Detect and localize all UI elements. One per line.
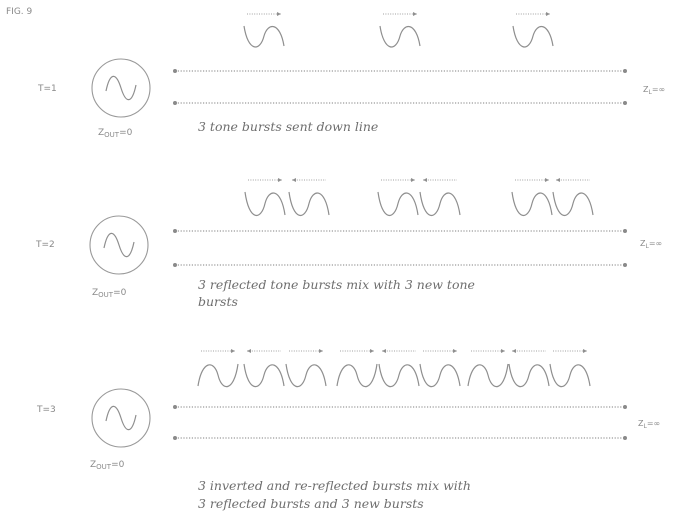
terminal-dot — [173, 436, 177, 440]
arrow-left-icon — [292, 178, 296, 182]
tone-burst-reflected — [378, 349, 420, 387]
source-circle-icon — [89, 215, 149, 275]
arrow-left-icon — [556, 178, 560, 182]
terminal-dot — [623, 405, 627, 409]
terminal-dot — [623, 101, 627, 105]
load-impedance-t3: ZL=∞ — [638, 419, 660, 430]
caption-t3: 3 inverted and re-reflected bursts mix w… — [198, 478, 471, 511]
burst-wave-icon — [552, 191, 594, 216]
tone-bursts-t1 — [243, 12, 554, 48]
burst-wave-icon — [511, 191, 553, 216]
arrow-right-icon — [370, 349, 374, 353]
arrow-right-icon — [545, 178, 549, 182]
terminal-dot — [623, 263, 627, 267]
arrow-right-icon — [501, 349, 505, 353]
tone-burst-reflected — [243, 349, 285, 387]
row-t2: T=2 ZOUT=0 ZL=∞ 3 reflected tone bursts … — [35, 178, 662, 309]
burst-wave-icon — [549, 363, 591, 387]
tone-burst-reflected — [419, 178, 461, 216]
burst-wave-icon — [288, 191, 330, 216]
transmission-line-t1 — [173, 69, 627, 105]
terminal-dot — [173, 263, 177, 267]
arrow-left-icon — [382, 349, 386, 353]
tone-burst-forward — [243, 12, 285, 48]
tone-burst-forward — [379, 12, 421, 48]
row-t1: T=1 ZOUT=0 ZL=∞ 3 tone bursts sent down … — [37, 12, 665, 139]
burst-wave-icon — [508, 363, 550, 387]
arrow-right-icon — [411, 178, 415, 182]
burst-wave-icon — [419, 191, 461, 216]
burst-wave-icon — [378, 363, 420, 387]
arrow-left-icon — [512, 349, 516, 353]
burst-wave-icon — [244, 191, 286, 216]
tone-burst-forward — [377, 178, 419, 216]
terminal-dot — [173, 101, 177, 105]
source-impedance-t3: ZOUT=0 — [90, 460, 125, 471]
caption-t1: 3 tone bursts sent down line — [198, 119, 378, 134]
arrow-right-icon — [231, 349, 235, 353]
signal-source-t1 — [91, 58, 151, 118]
tone-burst-forward — [419, 349, 461, 387]
time-label-t1: T=1 — [37, 84, 57, 94]
burst-wave-icon — [243, 363, 285, 387]
source-impedance-t2: ZOUT=0 — [92, 288, 127, 299]
transmission-line-t3 — [173, 405, 627, 440]
time-label-t2: T=2 — [35, 240, 55, 250]
sine-wave-icon — [105, 405, 137, 431]
source-impedance-t1: ZOUT=0 — [98, 128, 133, 139]
terminal-dot — [173, 69, 177, 73]
arrow-right-icon — [583, 349, 587, 353]
arrow-right-icon — [413, 12, 417, 16]
arrow-left-icon — [247, 349, 251, 353]
burst-wave-icon — [419, 363, 461, 387]
tone-burst-reflected — [552, 178, 594, 216]
tone-burst-inverted — [467, 349, 509, 387]
caption-t2: 3 reflected tone bursts mix with 3 new t… — [198, 277, 475, 309]
terminal-dot — [623, 436, 627, 440]
load-impedance-t1: ZL=∞ — [643, 85, 665, 96]
source-circle-icon — [91, 388, 151, 448]
burst-wave-icon — [512, 25, 554, 48]
burst-wave-icon — [336, 363, 378, 387]
sine-wave-icon — [105, 75, 137, 101]
arrow-right-icon — [319, 349, 323, 353]
tone-burst-forward — [512, 12, 554, 48]
time-label-t3: T=3 — [36, 405, 56, 415]
transmission-line-t2 — [173, 229, 627, 267]
tone-burst-reflected — [508, 349, 550, 387]
row-t3: T=3 ZOUT=0 ZL=∞ 3 inverted and re-reflec… — [36, 349, 660, 511]
tone-bursts-t2 — [244, 178, 594, 216]
tone-bursts-t3 — [197, 349, 591, 387]
terminal-dot — [173, 405, 177, 409]
arrow-left-icon — [423, 178, 427, 182]
source-circle-icon — [91, 58, 151, 118]
arrow-right-icon — [277, 12, 281, 16]
burst-wave-icon — [197, 363, 239, 387]
tone-burst-forward — [549, 349, 591, 387]
burst-wave-icon — [285, 363, 327, 387]
load-impedance-t2: ZL=∞ — [640, 239, 662, 250]
tone-burst-reflected — [288, 178, 330, 216]
tone-burst-inverted — [336, 349, 378, 387]
arrow-right-icon — [546, 12, 550, 16]
signal-source-t3 — [91, 388, 151, 448]
figure-label: FIG. 9 — [6, 7, 33, 17]
tone-burst-forward — [244, 178, 286, 216]
terminal-dot — [623, 69, 627, 73]
arrow-right-icon — [278, 178, 282, 182]
signal-source-t2 — [89, 215, 149, 275]
sine-wave-icon — [103, 232, 135, 258]
tone-burst-inverted — [197, 349, 239, 387]
burst-wave-icon — [467, 363, 509, 387]
burst-wave-icon — [377, 191, 419, 216]
burst-wave-icon — [243, 25, 285, 48]
terminal-dot — [623, 229, 627, 233]
terminal-dot — [173, 229, 177, 233]
tone-burst-forward — [285, 349, 327, 387]
arrow-right-icon — [453, 349, 457, 353]
tone-burst-forward — [511, 178, 553, 216]
burst-wave-icon — [379, 25, 421, 48]
